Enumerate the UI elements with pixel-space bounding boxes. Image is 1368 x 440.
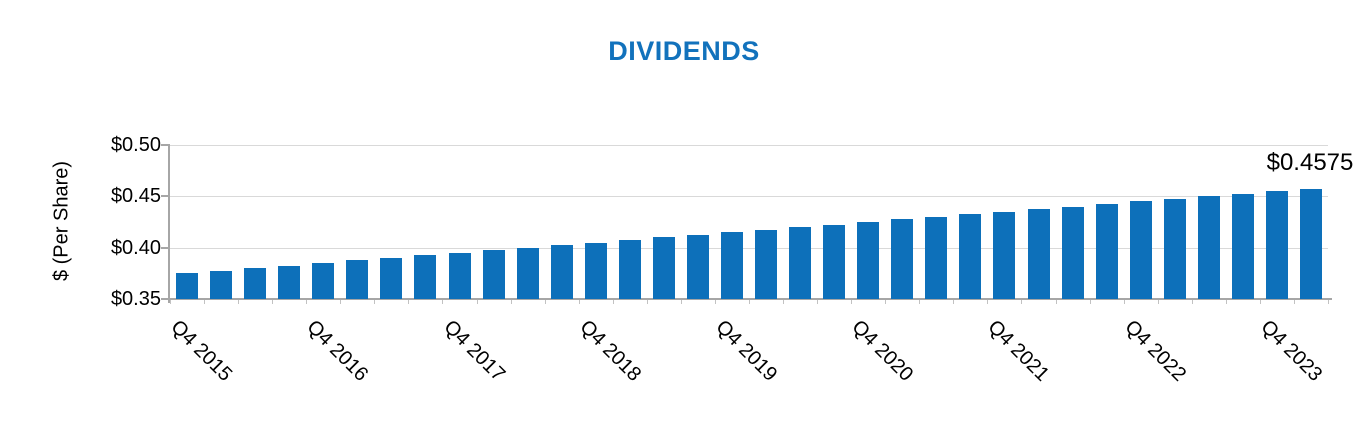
bar <box>721 232 743 299</box>
bar <box>1028 209 1050 299</box>
x-axis-tick <box>511 300 512 304</box>
bar <box>1198 196 1220 299</box>
x-axis-tick <box>783 300 784 304</box>
bar <box>312 263 334 299</box>
x-axis-tick <box>545 300 546 304</box>
x-axis-tick <box>817 300 818 304</box>
x-axis-tick <box>1056 300 1057 304</box>
x-tick-label: Q4 2016 <box>302 316 373 386</box>
x-axis-tick <box>442 300 443 304</box>
x-axis-tick <box>374 300 375 304</box>
x-tick-label: Q4 2020 <box>847 316 918 386</box>
gridline <box>170 196 1328 197</box>
bar <box>278 266 300 299</box>
y-tick-label: $0.50 <box>110 134 161 156</box>
y-axis-tick <box>161 195 170 197</box>
bar <box>1096 204 1118 299</box>
x-axis-tick <box>681 300 682 304</box>
x-tick-label: Q4 2018 <box>575 316 646 386</box>
bar <box>414 255 436 299</box>
y-axis-line <box>168 144 170 303</box>
x-axis-tick <box>1090 300 1091 304</box>
gridline <box>170 248 1328 249</box>
x-axis-tick <box>987 300 988 304</box>
x-tick-label: Q4 2021 <box>983 316 1054 386</box>
x-axis-tick <box>579 300 580 304</box>
bar <box>857 222 879 299</box>
bar <box>993 212 1015 299</box>
x-axis-tick <box>170 300 171 304</box>
x-axis-tick <box>1294 300 1295 304</box>
x-axis-tick <box>851 300 852 304</box>
bar <box>1130 201 1152 299</box>
x-axis-tick <box>1328 300 1329 304</box>
y-tick-label: $0.40 <box>110 237 161 259</box>
y-axis-tick <box>161 298 170 300</box>
x-axis-tick <box>477 300 478 304</box>
x-axis-tick <box>1124 300 1125 304</box>
bar <box>1266 191 1288 299</box>
x-axis-tick <box>272 300 273 304</box>
x-axis-tick <box>953 300 954 304</box>
x-axis-tick <box>1158 300 1159 304</box>
bar <box>1300 189 1322 299</box>
x-axis-tick <box>715 300 716 304</box>
x-tick-label: Q4 2023 <box>1256 316 1327 386</box>
x-axis-tick <box>749 300 750 304</box>
x-axis-tick <box>238 300 239 304</box>
bar <box>449 253 471 299</box>
x-tick-label: Q4 2022 <box>1120 316 1191 386</box>
x-tick-label: Q4 2015 <box>166 316 237 386</box>
x-axis-tick <box>1260 300 1261 304</box>
x-tick-label: Q4 2019 <box>711 316 782 386</box>
x-axis-tick <box>1226 300 1227 304</box>
bar <box>380 258 402 299</box>
x-axis-tick <box>885 300 886 304</box>
x-axis-tick <box>340 300 341 304</box>
bar <box>687 235 709 299</box>
bar <box>585 243 607 299</box>
bar <box>823 225 845 299</box>
x-axis-tick <box>647 300 648 304</box>
bar <box>619 240 641 299</box>
y-axis-title: $ (Per Share) <box>50 160 73 282</box>
x-axis-tick <box>204 300 205 304</box>
bar <box>653 237 675 299</box>
bar <box>346 260 368 299</box>
bar <box>1164 199 1186 299</box>
bar <box>925 217 947 299</box>
x-axis-tick <box>919 300 920 304</box>
bar <box>483 250 505 299</box>
x-axis-tick <box>1021 300 1022 304</box>
bar <box>517 248 539 299</box>
bar <box>176 273 198 299</box>
bar <box>1062 207 1084 299</box>
y-axis-tick <box>161 144 170 146</box>
last-bar-value-label: $0.4575 <box>1266 149 1354 176</box>
bar <box>551 245 573 299</box>
bar <box>959 214 981 299</box>
gridline <box>170 145 1328 146</box>
bar <box>244 268 266 299</box>
bar <box>789 227 811 299</box>
x-axis-tick <box>306 300 307 304</box>
x-axis-tick <box>1192 300 1193 304</box>
chart-title: DIVIDENDS <box>608 36 760 66</box>
y-tick-label: $0.35 <box>110 288 161 310</box>
bar <box>1232 194 1254 299</box>
bar <box>210 271 232 299</box>
y-axis-tick <box>161 247 170 249</box>
x-axis-line <box>166 298 1332 300</box>
x-axis-tick <box>613 300 614 304</box>
x-axis-tick <box>408 300 409 304</box>
bar <box>755 230 777 299</box>
x-tick-label: Q4 2017 <box>439 316 510 386</box>
y-tick-label: $0.45 <box>110 185 161 207</box>
bar <box>891 219 913 299</box>
